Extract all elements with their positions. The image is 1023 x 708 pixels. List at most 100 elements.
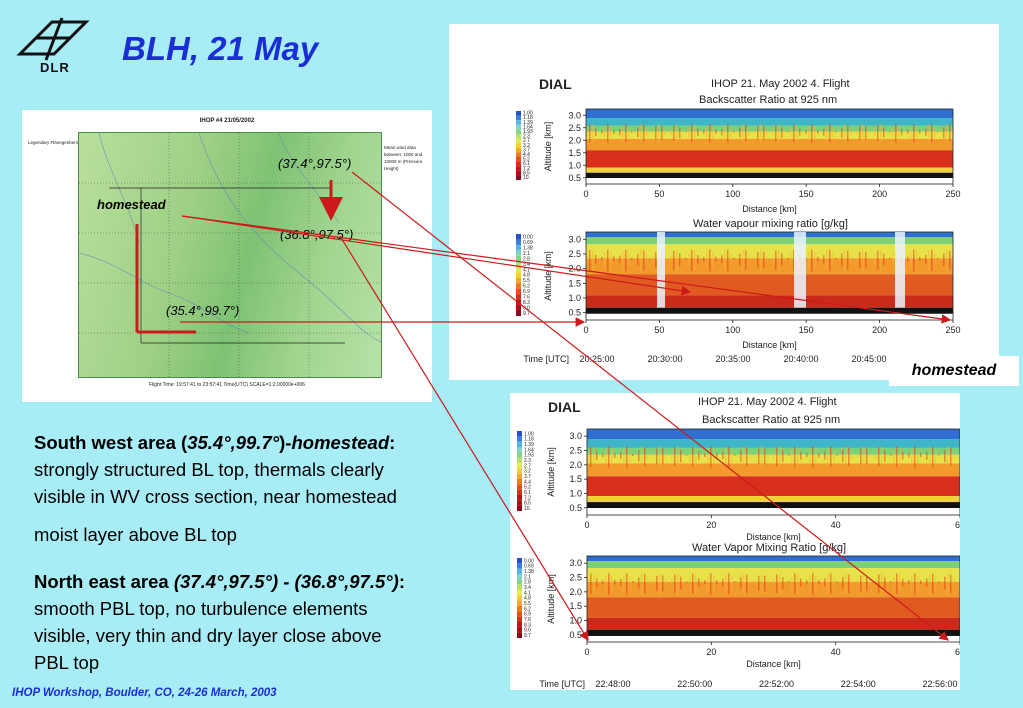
- top-bs-scale-label: 1.00: [523, 111, 533, 117]
- top-bs-scale-swatch: [516, 111, 521, 116]
- bot-bs-xtick-label: 60: [955, 520, 960, 530]
- top-bs-scale-swatch: [516, 129, 521, 134]
- top-wv-scale-label: 4.8: [523, 273, 530, 279]
- top-wv-scale-label: 2.1: [523, 251, 530, 257]
- top-wv-xtick-label: 200: [872, 325, 887, 335]
- top-bs-ylabel: Altitude [km]: [543, 122, 553, 172]
- bot-bs-scale-label: 3.7: [524, 474, 531, 480]
- bot-wv-scale-label: 0.00: [524, 558, 534, 564]
- bot-bs-ytick-label: 0.5: [569, 503, 582, 513]
- sw-description: South west area (35.4°,99.7°)-homestead:…: [34, 429, 504, 548]
- bot-wv-frame: [586, 555, 960, 643]
- map-wind-note: Mean wind data between: 1000 and 10000 m…: [384, 145, 423, 171]
- bot-wv-scale-label: 4.8: [524, 596, 531, 602]
- bot-wv-scale-label: 9.7: [524, 633, 531, 639]
- sw-head-sep: )-: [279, 432, 292, 453]
- bot-bs-xtick-label: 20: [706, 520, 716, 530]
- top-bs-xtick-label: 100: [725, 189, 740, 199]
- bot-bs-scale-label: 5.2: [524, 485, 531, 491]
- top-bs-curtain: [586, 109, 954, 184]
- bot-wv-scale-swatch: [517, 616, 522, 622]
- top-wv-xtick-label: 100: [725, 325, 740, 335]
- top-wv-scale-swatch: [516, 250, 521, 256]
- bot-bs-scale-swatch: [517, 468, 522, 474]
- bot-wv-scale-label: 6.2: [524, 606, 531, 612]
- top-wv-scale-swatch: [516, 283, 521, 289]
- bot-wv-ylabel: Altitude [km]: [546, 574, 556, 624]
- top-bs-scale-swatch: [516, 147, 521, 153]
- top-wv-scale-label: 5.5: [523, 278, 530, 284]
- sw-line-2: visible in WV cross section, near homest…: [34, 486, 397, 507]
- bot-wv-scale-label: 6.9: [524, 612, 531, 618]
- top-wv-scale-label: 2.8: [523, 256, 530, 262]
- sw-line-3: moist layer above BL top: [34, 524, 237, 545]
- bot-bs-scale-label: 7.2: [524, 495, 531, 501]
- bot-wv-scale-swatch: [517, 590, 522, 596]
- bot-time-label: Time [UTC]: [539, 679, 585, 689]
- top-wv-ytick-label: 0.5: [568, 308, 581, 318]
- bot-wv-scale-label: 0.69: [524, 564, 534, 570]
- map-overlay-lines: [79, 133, 381, 377]
- top-bs-scale-swatch: [516, 138, 521, 144]
- top-wv-scale-swatch: [516, 294, 521, 300]
- bot-wv-xtick-label: 0: [584, 647, 589, 657]
- top-bs-scale-label: 10.: [523, 175, 530, 181]
- top-bs-scale-swatch: [516, 175, 521, 180]
- top-time-tick: 20:45:00: [851, 354, 886, 364]
- bot-wv-scale-swatch: [517, 606, 522, 612]
- top-wv-dropout: [657, 232, 665, 308]
- dial-header-top: IHOP 21. May 2002 4. Flight: [711, 78, 850, 90]
- map-terrain: [78, 132, 382, 378]
- top-wv-scale-swatch: [516, 277, 521, 284]
- top-wv-scale-label: 0.69: [523, 240, 533, 246]
- bot-wv-scale-label: 8.3: [524, 622, 531, 628]
- slide-footer: IHOP Workshop, Boulder, CO, 24-26 March,…: [12, 687, 277, 699]
- sw-point-label: (35.4°,99.7°): [166, 303, 240, 318]
- ne-heading: North east area (37.4°,97.5°) - (36.8°,9…: [34, 568, 504, 595]
- dial-brand-bottom: DIAL: [548, 399, 581, 415]
- bot-wv-ytick-label: 3.0: [569, 558, 582, 568]
- top-bs-xtick-label: 150: [799, 189, 814, 199]
- top-wv-scale-swatch: [516, 266, 521, 273]
- ne-line-1: smooth PBL top, no turbulence elements: [34, 598, 368, 619]
- bot-bs-scale-swatch: [517, 447, 522, 453]
- top-bs-scale-label: 7.2: [523, 166, 530, 172]
- bot-bs-ytick-label: 2.5: [569, 446, 582, 456]
- top-bs-xlabel: Distance [km]: [742, 204, 797, 214]
- ne-head-a: North east area: [34, 571, 174, 592]
- bot-bs-scale-swatch: [517, 495, 522, 501]
- bot-time-tick: 22:52:00: [759, 679, 794, 689]
- top-wv-ylabel: Altitude [km]: [543, 251, 553, 301]
- bot-bs-scale-label: 2.7: [524, 463, 531, 469]
- top-bs-xtick-label: 200: [872, 189, 887, 199]
- bot-bs-frame: [586, 428, 960, 516]
- bot-bs-curtain: [587, 429, 960, 515]
- top-bs-ytick-label: 3.0: [568, 110, 581, 120]
- top-bs-ytick-label: 1.0: [568, 160, 581, 170]
- top-wv-scale-label: 1.38: [523, 245, 533, 251]
- top-wv-scale-swatch: [516, 305, 521, 311]
- bot-wv-ytick-label: 0.5: [569, 630, 582, 640]
- bot-bs-scale-label: 10.: [524, 506, 531, 512]
- bot-bs-scale-label: 1.18: [524, 437, 534, 443]
- top-bs-ytick-label: 1.5: [568, 148, 581, 158]
- top-bs-scale-swatch: [516, 120, 521, 125]
- sw-head-a: South west area (: [34, 432, 188, 453]
- ne-description: North east area (37.4°,97.5°) - (36.8°,9…: [34, 568, 504, 676]
- bot-bs-ylabel: Altitude [km]: [546, 447, 556, 497]
- top-bs-scale-label: 2.3: [523, 134, 530, 140]
- ne-line-2: visible, very thin and dry layer close a…: [34, 625, 382, 646]
- bot-bs-scale-swatch: [517, 500, 522, 506]
- bot-bs-xtick-label: 0: [584, 520, 589, 530]
- top-bs-ytick-label: 0.5: [568, 173, 581, 183]
- top-wv-ytick-label: 2.5: [568, 249, 581, 259]
- bot-wv-scale-swatch: [517, 574, 522, 580]
- top-bs-scale-swatch: [516, 115, 521, 121]
- bot-bs-scale-swatch: [517, 473, 522, 479]
- top-bs-scale-swatch: [516, 134, 521, 139]
- bot-bs-scale-label: 1.64: [524, 447, 534, 453]
- bot-bs-scale-swatch: [517, 479, 522, 485]
- top-bs-scale-label: 1.64: [523, 124, 533, 130]
- top-wv-scale-label: 4.1: [523, 267, 530, 273]
- map-footer: Flight Time: 19:57:41 to 23:57:41 Time(U…: [149, 382, 305, 388]
